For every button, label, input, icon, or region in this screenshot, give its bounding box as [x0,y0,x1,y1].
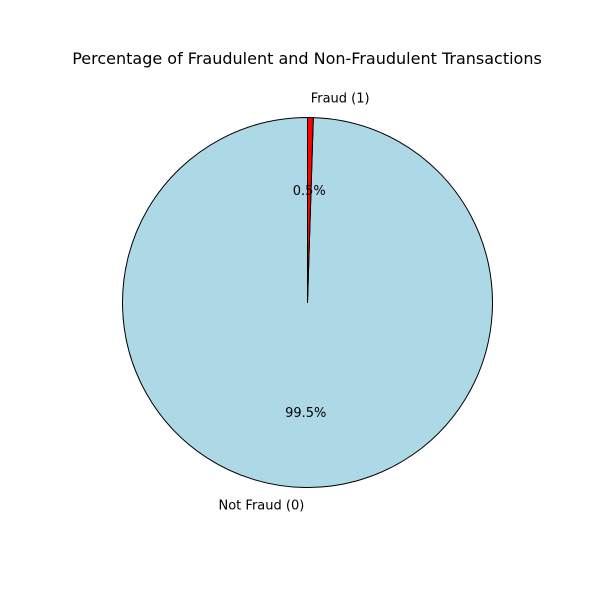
pie-slice-fraud-1 [307,116,314,303]
slice-label-not-fraud-0: Not Fraud (0) [219,498,305,513]
pie-slices [122,116,493,488]
slice-pct-label-not-fraud-0: 99.5% [285,406,326,421]
slice-pct-label-fraud-1: 0.5% [293,184,326,199]
slice-label-fraud-1: Fraud (1) [311,92,370,107]
chart-title: Percentage of Fraudulent and Non-Fraudul… [72,49,542,68]
pie-labels: Not Fraud (0) 99.5% Fraud (1) 0.5% [219,92,370,514]
